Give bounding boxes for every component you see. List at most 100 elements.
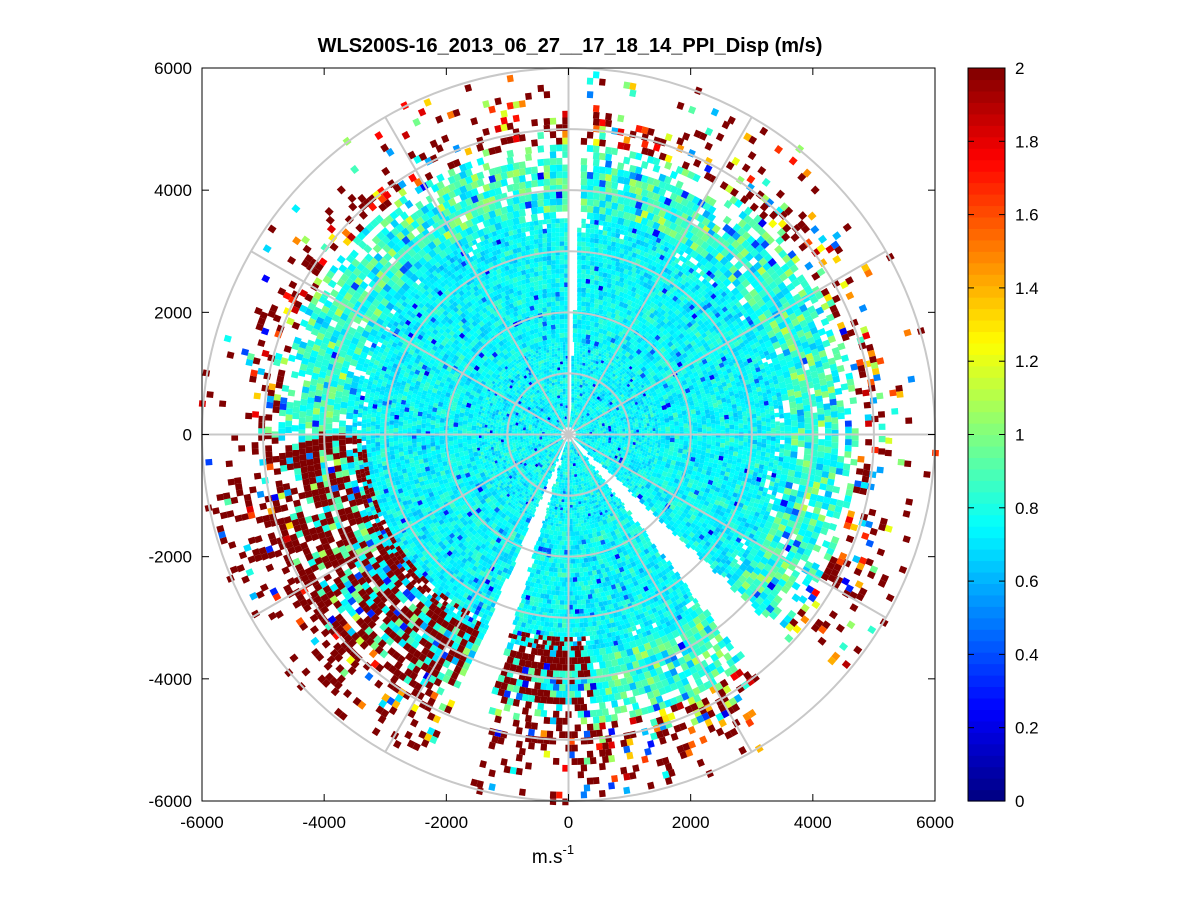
data-cell <box>624 438 628 442</box>
data-cell <box>569 460 574 464</box>
data-cell <box>569 463 573 467</box>
data-cell <box>588 449 593 454</box>
data-cell <box>584 414 589 419</box>
data-cell <box>545 427 549 431</box>
data-cell <box>672 451 678 457</box>
data-cell <box>557 567 563 573</box>
data-cell <box>640 442 645 446</box>
data-cell <box>559 380 563 384</box>
data-cell <box>573 448 576 452</box>
data-cell <box>585 547 591 554</box>
data-cell <box>575 459 579 463</box>
chart-title: WLS200S-16_2013_06_27__17_18_14_PPI_Disp… <box>318 35 823 57</box>
data-cell <box>555 442 559 445</box>
data-cell <box>555 337 560 343</box>
data-cell <box>549 418 553 423</box>
data-cell <box>571 510 575 514</box>
data-cell <box>552 446 557 451</box>
data-cell <box>571 377 575 381</box>
data-cell <box>621 423 625 427</box>
data-cell <box>651 416 655 421</box>
data-cell <box>550 436 554 439</box>
data-cell <box>497 435 501 439</box>
data-cell <box>550 548 556 554</box>
data-cell <box>591 439 595 443</box>
data-cell <box>696 445 702 450</box>
data-cell <box>659 416 665 422</box>
data-cell <box>555 431 559 434</box>
data-cell <box>690 409 696 415</box>
data-cell <box>565 424 567 428</box>
data-cell <box>577 319 582 325</box>
data-cell <box>481 428 485 432</box>
data-cell <box>484 427 488 431</box>
data-cell <box>517 429 521 433</box>
data-cell <box>574 369 578 373</box>
data-cell <box>638 422 642 426</box>
data-cell <box>615 423 620 427</box>
data-cell <box>559 496 563 500</box>
data-cell <box>539 436 543 440</box>
data-cell <box>571 468 575 472</box>
data-cell <box>588 414 592 419</box>
data-cell <box>495 425 499 429</box>
data-cell <box>559 355 564 359</box>
data-cell <box>664 422 670 428</box>
data-cell <box>561 411 565 415</box>
data-cell <box>571 361 575 365</box>
data-cell <box>448 445 455 450</box>
data-cell <box>559 473 564 478</box>
data-cell <box>551 508 555 513</box>
data-cell <box>550 428 554 432</box>
data-cell <box>587 566 593 572</box>
data-cell <box>498 446 503 450</box>
data-cell <box>552 523 557 527</box>
data-cell <box>564 504 568 508</box>
data-cell <box>571 405 575 409</box>
data-cell <box>564 502 568 506</box>
data-cell <box>436 410 442 416</box>
data-cell <box>560 347 564 351</box>
data-cell <box>582 445 586 449</box>
data-cell <box>583 436 587 439</box>
data-cell <box>632 425 636 429</box>
data-cell <box>463 415 469 421</box>
data-cell <box>471 421 477 426</box>
data-cell <box>501 425 505 429</box>
data-cell <box>588 438 592 442</box>
data-cell <box>678 417 684 423</box>
data-cell <box>640 445 644 449</box>
data-cell <box>546 538 552 544</box>
data-cell <box>678 439 684 445</box>
data-cell <box>576 509 580 513</box>
data-cell <box>561 521 565 525</box>
data-cell <box>490 446 494 451</box>
data-cell <box>508 435 512 439</box>
data-cell <box>643 418 647 423</box>
data-cell <box>557 515 561 519</box>
data-cell <box>482 444 486 448</box>
data-cell <box>517 423 522 427</box>
data-cell <box>573 377 578 382</box>
data-cell <box>574 350 578 354</box>
data-cell <box>695 410 701 416</box>
data-cell <box>669 437 675 443</box>
data-cell <box>640 420 644 424</box>
data-cell <box>503 430 507 434</box>
data-cell <box>554 364 558 369</box>
data-cell <box>514 436 518 440</box>
data-cell <box>569 524 573 528</box>
data-cell <box>557 495 561 499</box>
data-cell <box>637 444 642 449</box>
data-cell <box>490 418 494 423</box>
data-cell <box>664 417 670 423</box>
data-cell <box>558 421 561 425</box>
data-cell <box>571 496 575 500</box>
data-cell <box>571 383 575 387</box>
data-cell <box>578 520 582 524</box>
data-cell <box>509 424 513 428</box>
data-cell <box>484 421 488 425</box>
data-cell <box>644 438 648 442</box>
data-cell <box>561 460 565 464</box>
data-cell <box>498 437 501 441</box>
